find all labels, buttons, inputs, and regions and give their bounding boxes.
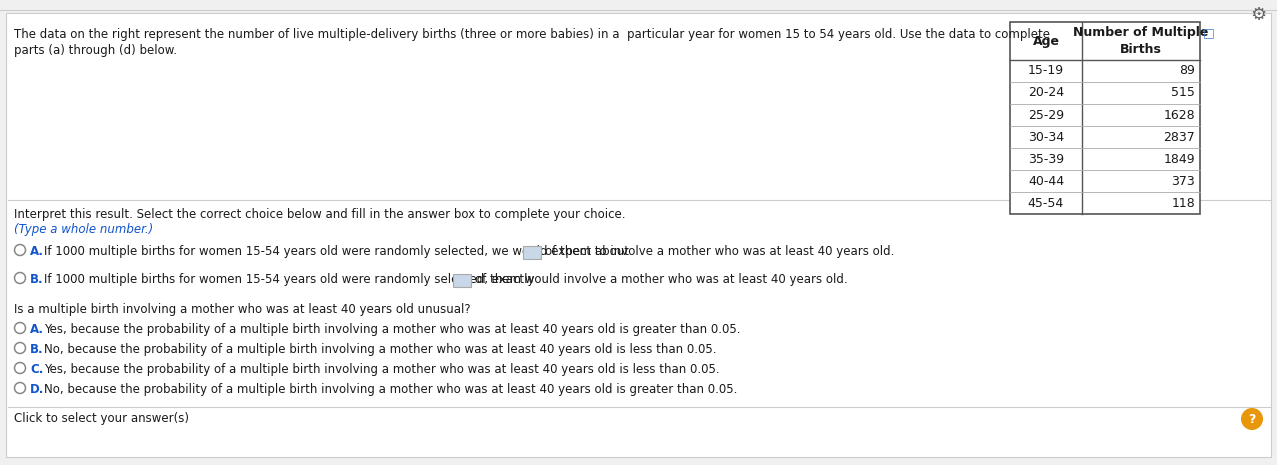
FancyBboxPatch shape: [524, 246, 541, 259]
Text: 89: 89: [1179, 65, 1195, 78]
Text: Is a multiple birth involving a mother who was at least 40 years old unusual?: Is a multiple birth involving a mother w…: [14, 303, 471, 316]
Text: 2837: 2837: [1163, 131, 1195, 144]
Text: ?: ?: [1249, 412, 1255, 425]
Text: If 1000 multiple births for women 15-54 years old were randomly selected, exactl: If 1000 multiple births for women 15-54 …: [43, 273, 535, 286]
Text: A.: A.: [29, 245, 43, 258]
Text: No, because the probability of a multiple birth involving a mother who was at le: No, because the probability of a multipl…: [43, 343, 716, 356]
Text: 15-19: 15-19: [1028, 65, 1064, 78]
Text: No, because the probability of a multiple birth involving a mother who was at le: No, because the probability of a multipl…: [43, 383, 737, 396]
Text: 40-44: 40-44: [1028, 174, 1064, 187]
Text: Click to select your answer(s): Click to select your answer(s): [14, 412, 189, 425]
Text: of them would involve a mother who was at least 40 years old.: of them would involve a mother who was a…: [475, 273, 848, 286]
Text: Interpret this result. Select the correct choice below and fill in the answer bo: Interpret this result. Select the correc…: [14, 208, 626, 221]
FancyBboxPatch shape: [1010, 22, 1200, 214]
Text: 1628: 1628: [1163, 108, 1195, 121]
Text: 35-39: 35-39: [1028, 153, 1064, 166]
Text: 45-54: 45-54: [1028, 197, 1064, 210]
Text: of them to involve a mother who was at least 40 years old.: of them to involve a mother who was at l…: [545, 245, 894, 258]
Text: □: □: [1203, 26, 1214, 39]
Text: C.: C.: [29, 363, 43, 376]
Circle shape: [1241, 408, 1263, 430]
Text: D.: D.: [29, 383, 45, 396]
Text: 25-29: 25-29: [1028, 108, 1064, 121]
Text: Age: Age: [1033, 34, 1060, 47]
Text: ⚙: ⚙: [1250, 6, 1266, 24]
Text: 118: 118: [1171, 197, 1195, 210]
Text: 515: 515: [1171, 86, 1195, 100]
FancyBboxPatch shape: [6, 13, 1271, 457]
Text: 30-34: 30-34: [1028, 131, 1064, 144]
Text: 1849: 1849: [1163, 153, 1195, 166]
Text: A.: A.: [29, 323, 43, 336]
Text: B.: B.: [29, 273, 43, 286]
Text: Yes, because the probability of a multiple birth involving a mother who was at l: Yes, because the probability of a multip…: [43, 323, 741, 336]
FancyBboxPatch shape: [453, 274, 471, 287]
Text: B.: B.: [29, 343, 43, 356]
Text: 373: 373: [1171, 174, 1195, 187]
Text: If 1000 multiple births for women 15-54 years old were randomly selected, we wou: If 1000 multiple births for women 15-54 …: [43, 245, 630, 258]
Text: The data on the right represent the number of live multiple-delivery births (thr: The data on the right represent the numb…: [14, 28, 1050, 41]
Text: Yes, because the probability of a multiple birth involving a mother who was at l: Yes, because the probability of a multip…: [43, 363, 720, 376]
Text: parts (a) through (d) below.: parts (a) through (d) below.: [14, 44, 178, 57]
Text: 20-24: 20-24: [1028, 86, 1064, 100]
Text: (Type a whole number.): (Type a whole number.): [14, 223, 153, 236]
Text: Number of Multiple
Births: Number of Multiple Births: [1073, 26, 1209, 56]
